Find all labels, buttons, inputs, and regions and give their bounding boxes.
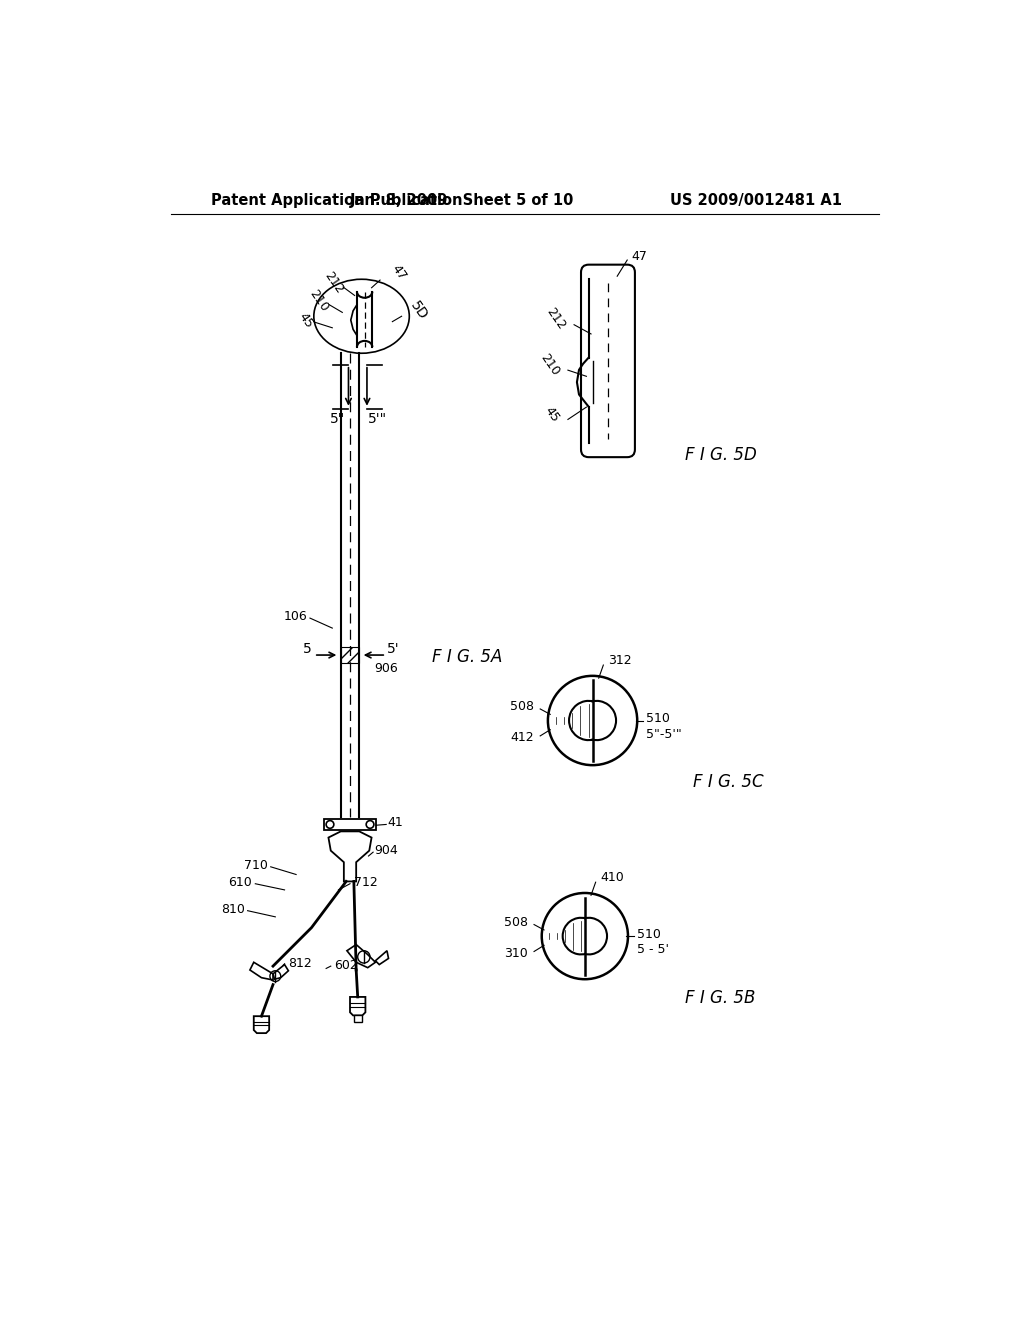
Text: 310: 310	[504, 946, 528, 960]
Text: 610: 610	[228, 875, 252, 888]
Polygon shape	[350, 997, 366, 1015]
Text: 5"-5'": 5"-5'"	[646, 727, 682, 741]
Text: 45: 45	[542, 404, 562, 425]
Bar	[324, 818, 376, 830]
Text: 5': 5'	[387, 642, 399, 656]
Text: 906: 906	[375, 663, 398, 676]
Text: 210: 210	[306, 288, 331, 314]
Text: 45: 45	[296, 310, 315, 330]
Polygon shape	[376, 950, 388, 965]
Text: US 2009/0012481 A1: US 2009/0012481 A1	[670, 193, 842, 209]
Text: 510: 510	[646, 713, 671, 726]
Polygon shape	[273, 965, 289, 979]
Text: F I G. 5D: F I G. 5D	[685, 446, 757, 463]
Polygon shape	[347, 945, 376, 968]
Text: 510: 510	[637, 928, 662, 941]
Text: 106: 106	[284, 610, 307, 623]
Text: 812: 812	[289, 957, 312, 970]
Text: 904: 904	[375, 843, 398, 857]
Text: 47: 47	[389, 263, 409, 282]
Text: Patent Application Publication: Patent Application Publication	[211, 193, 463, 209]
Polygon shape	[250, 962, 273, 979]
Text: 810: 810	[220, 903, 245, 916]
Text: 5 - 5': 5 - 5'	[637, 944, 670, 957]
Polygon shape	[254, 1016, 269, 1034]
Text: 410: 410	[600, 871, 624, 884]
Bar	[354, 1015, 361, 1022]
Text: 710: 710	[244, 859, 267, 871]
Polygon shape	[329, 832, 372, 882]
Text: 47: 47	[631, 251, 647, 264]
Text: 5D: 5D	[408, 298, 430, 323]
Text: 5": 5"	[330, 412, 345, 426]
Text: 602: 602	[335, 958, 358, 972]
Text: 712: 712	[354, 875, 378, 888]
Text: 5: 5	[302, 642, 311, 656]
Text: 412: 412	[510, 731, 535, 744]
Text: 508: 508	[510, 700, 535, 713]
Text: 212: 212	[544, 305, 568, 331]
Text: 212: 212	[322, 269, 346, 297]
FancyBboxPatch shape	[581, 264, 635, 457]
Text: 508: 508	[504, 916, 528, 929]
Text: 41: 41	[388, 816, 403, 829]
Text: Jan. 8, 2009   Sheet 5 of 10: Jan. 8, 2009 Sheet 5 of 10	[349, 193, 573, 209]
Text: 210: 210	[538, 351, 562, 379]
Text: 312: 312	[608, 653, 632, 667]
Text: 5'": 5'"	[369, 412, 387, 426]
Bar	[341, 647, 359, 663]
Text: F I G. 5A: F I G. 5A	[432, 648, 503, 667]
Text: F I G. 5B: F I G. 5B	[685, 989, 756, 1007]
Text: F I G. 5C: F I G. 5C	[692, 774, 763, 791]
